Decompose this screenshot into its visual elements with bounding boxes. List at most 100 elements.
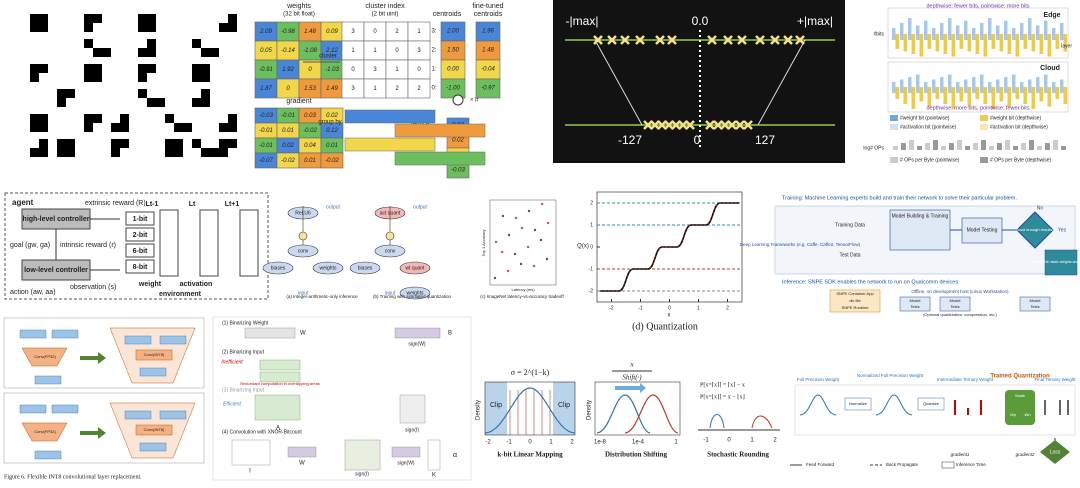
label: extrinsic reward (R) <box>85 200 146 207</box>
bar-shape <box>960 87 964 102</box>
y-tick-label: 1 <box>590 222 593 228</box>
y-tick-label: -1 <box>589 266 594 272</box>
legend-swatch <box>942 462 954 468</box>
label: x <box>668 313 671 319</box>
bar-shape <box>1052 28 1056 40</box>
grouped-row <box>395 124 485 137</box>
label: Loss <box>1050 449 1061 455</box>
matrix-value: 0.02 <box>282 143 294 149</box>
bar-shape <box>920 34 924 57</box>
bar-shape <box>980 23 984 40</box>
label: Wp <box>1010 412 1017 417</box>
label: low-level controller <box>24 267 88 274</box>
label: Model File: static weights and biases <box>1033 260 1080 264</box>
matrix-value: 2.09 <box>259 29 272 35</box>
binary-cell <box>57 139 75 157</box>
bar-shape <box>940 77 944 93</box>
bar-shape <box>992 34 996 49</box>
label: W <box>299 461 305 467</box>
label: agent <box>12 198 34 207</box>
matrix-value: -0.14 <box>281 48 295 54</box>
label: W <box>300 331 306 337</box>
matrix-value: 1.48 <box>304 29 316 35</box>
bar-shape <box>1024 87 1028 104</box>
add-node <box>299 232 307 240</box>
bar-shape <box>908 18 912 40</box>
label: depthwise: more bits, pointwise: fewer b… <box>926 105 1029 111</box>
label: Full Precision Weight <box>797 377 840 382</box>
bar-shape <box>900 23 904 40</box>
label: 0: <box>431 86 436 92</box>
bar-shape <box>1029 140 1034 150</box>
label: 1.50 <box>447 48 459 54</box>
bar-shape <box>1004 21 1008 41</box>
scatter-dot <box>540 239 542 241</box>
label: output <box>326 204 341 210</box>
bar-shape <box>932 28 936 40</box>
scatter-dot <box>508 234 510 236</box>
matrix-value: -0.01 <box>281 113 295 119</box>
scatter-dot <box>507 270 509 272</box>
label: dlc file <box>849 298 861 303</box>
label: gradient <box>286 98 311 105</box>
label: weights <box>286 3 311 10</box>
label: -0.04 <box>481 67 495 73</box>
scatter-dot <box>501 251 503 253</box>
bar-shape <box>1056 87 1060 99</box>
layer-column <box>200 210 218 276</box>
label: Q(x) <box>577 244 589 250</box>
tensor <box>260 360 300 370</box>
label: cluster <box>319 54 337 60</box>
label: Lt <box>189 201 196 208</box>
label: Conv(FP32) <box>34 354 56 359</box>
label: Training: Machine Learning experts build… <box>782 195 1017 201</box>
label: depthwise: fewer bits, pointwise: more b… <box>926 3 1029 9</box>
label: -1 <box>703 438 709 444</box>
label: -0.03 <box>451 168 465 174</box>
bar-shape <box>1036 77 1040 93</box>
y-tick-label: 0 <box>590 244 593 250</box>
bar-shape <box>1044 75 1048 94</box>
bar-shape <box>964 21 968 41</box>
label: gradient2 <box>1016 452 1035 457</box>
bar-shape <box>892 28 896 40</box>
bar-shape <box>940 23 944 40</box>
label: Lt+1 <box>225 201 240 208</box>
bar-shape <box>932 80 936 94</box>
scatter-dot <box>502 215 504 217</box>
label: #activation bit (depthwise) <box>990 124 1048 130</box>
label: 1-bit <box>133 216 148 223</box>
label: K <box>432 473 436 479</box>
bar-shape <box>1064 87 1068 104</box>
label: wt quant <box>406 265 426 271</box>
bar-shape <box>1040 87 1044 102</box>
label: 0.0 <box>692 14 709 28</box>
tensor <box>400 395 425 423</box>
label: sign(I) <box>355 471 369 477</box>
bar-shape <box>952 34 956 57</box>
label: sign(W) <box>408 341 426 347</box>
label: environment <box>159 291 202 298</box>
label: (c) ImageNet latency-vs-accuracy tradeof… <box>480 294 564 299</box>
label: #bits <box>873 31 884 37</box>
label: Clip <box>558 402 570 409</box>
bar-shape <box>984 34 988 57</box>
label: Shift(·) <box>622 374 642 382</box>
bar-shape <box>972 28 976 40</box>
label: # OPs per Byte (depthwise) <box>990 157 1051 163</box>
label: P[x=⌈x⌉] = ⌈x⌉ − x <box>700 381 745 388</box>
matrix-value: 0.12 <box>326 128 338 134</box>
bar-shape <box>1020 23 1024 40</box>
axis-label: Top 1 Accuracy <box>481 229 486 256</box>
label: P[x=⌊x⌋] = x − ⌊x⌋ <box>700 393 745 400</box>
label: 3: <box>431 29 436 35</box>
bar-shape <box>1060 23 1064 40</box>
tensor-box <box>35 451 61 459</box>
bar-shape <box>988 82 992 93</box>
bar-shape <box>916 26 920 41</box>
label: Good enough results? <box>1015 227 1055 232</box>
label: (a) Integer-arithmetic-only inference <box>286 294 358 299</box>
label: Intermediate Ternary Weight <box>937 377 994 382</box>
label: 0.00 <box>447 67 459 73</box>
label: group by <box>318 120 341 126</box>
